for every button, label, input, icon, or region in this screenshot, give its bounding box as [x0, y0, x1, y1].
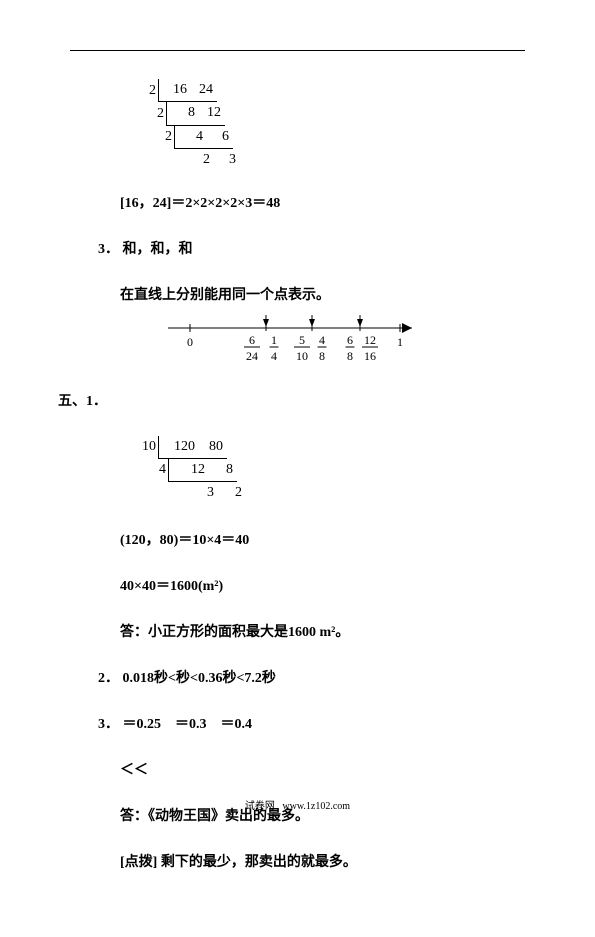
ladder-division-2: 1012080412832 — [140, 436, 515, 505]
answer-5-1: 答：小正方形的面积最大是1600 m²。 — [120, 621, 515, 641]
svg-text:6: 6 — [249, 333, 255, 347]
area-calc: 40×40＝1600(m²) — [120, 575, 515, 595]
problem-5-2-row: 2． 0.018秒<秒<0.36秒<7.2秒 — [98, 667, 515, 687]
inequality-line: ＜＜ — [120, 759, 515, 779]
svg-text:24: 24 — [246, 349, 258, 363]
svg-text:4: 4 — [271, 349, 277, 363]
hint-label: [点拨] — [120, 855, 157, 870]
svg-text:12: 12 — [364, 333, 376, 347]
problem-5-2-text: 0.018秒<秒<0.36秒<7.2秒 — [123, 671, 276, 686]
section-5-label: 五、1． — [58, 390, 107, 410]
svg-text:4: 4 — [319, 333, 325, 347]
svg-text:6: 6 — [347, 333, 353, 347]
svg-text:0: 0 — [187, 335, 193, 349]
svg-text:8: 8 — [319, 349, 325, 363]
top-horizontal-rule — [70, 50, 525, 51]
problem-3-text: 和，和，和 — [123, 242, 193, 257]
lcm-result: [16，24]＝2×2×2×2×3＝48 — [120, 192, 515, 212]
problem-5-3-row: 3． ＝0.25 ＝0.3 ＝0.4 — [98, 713, 515, 733]
problem-5-3-label: 3． — [98, 717, 119, 732]
svg-text:8: 8 — [347, 349, 353, 363]
svg-text:16: 16 — [364, 349, 376, 363]
page-footer: 试卷网 www.1z102.com — [0, 797, 595, 812]
hint-row: [点拨] 剩下的最少，那卖出的就最多。 — [120, 851, 515, 871]
ladder-division-1: 21624281224623 — [140, 79, 515, 172]
gcd-result: (120，80)＝10×4＝40 — [120, 529, 515, 549]
footer-url: www.1z102.com — [282, 801, 350, 812]
problem-5-2-label: 2． — [98, 671, 119, 686]
svg-text:10: 10 — [296, 349, 308, 363]
svg-text:1: 1 — [397, 335, 403, 349]
footer-brand: 试卷网 — [245, 801, 275, 812]
problem-3-row: 3． 和，和，和 — [98, 238, 515, 258]
problem-3-line2: 在直线上分别能用同一个点表示。 — [120, 284, 515, 304]
problem-5-3-text: ＝0.25 ＝0.3 ＝0.4 — [123, 717, 253, 732]
svg-text:5: 5 — [299, 333, 305, 347]
section-5-header: 五、1． — [58, 390, 515, 410]
hint-text: 剩下的最少，那卖出的就最多。 — [161, 855, 357, 870]
svg-text:1: 1 — [271, 333, 277, 347]
problem-3-label: 3． — [98, 242, 119, 257]
number-line-figure: 016241451048681216 — [160, 312, 515, 366]
